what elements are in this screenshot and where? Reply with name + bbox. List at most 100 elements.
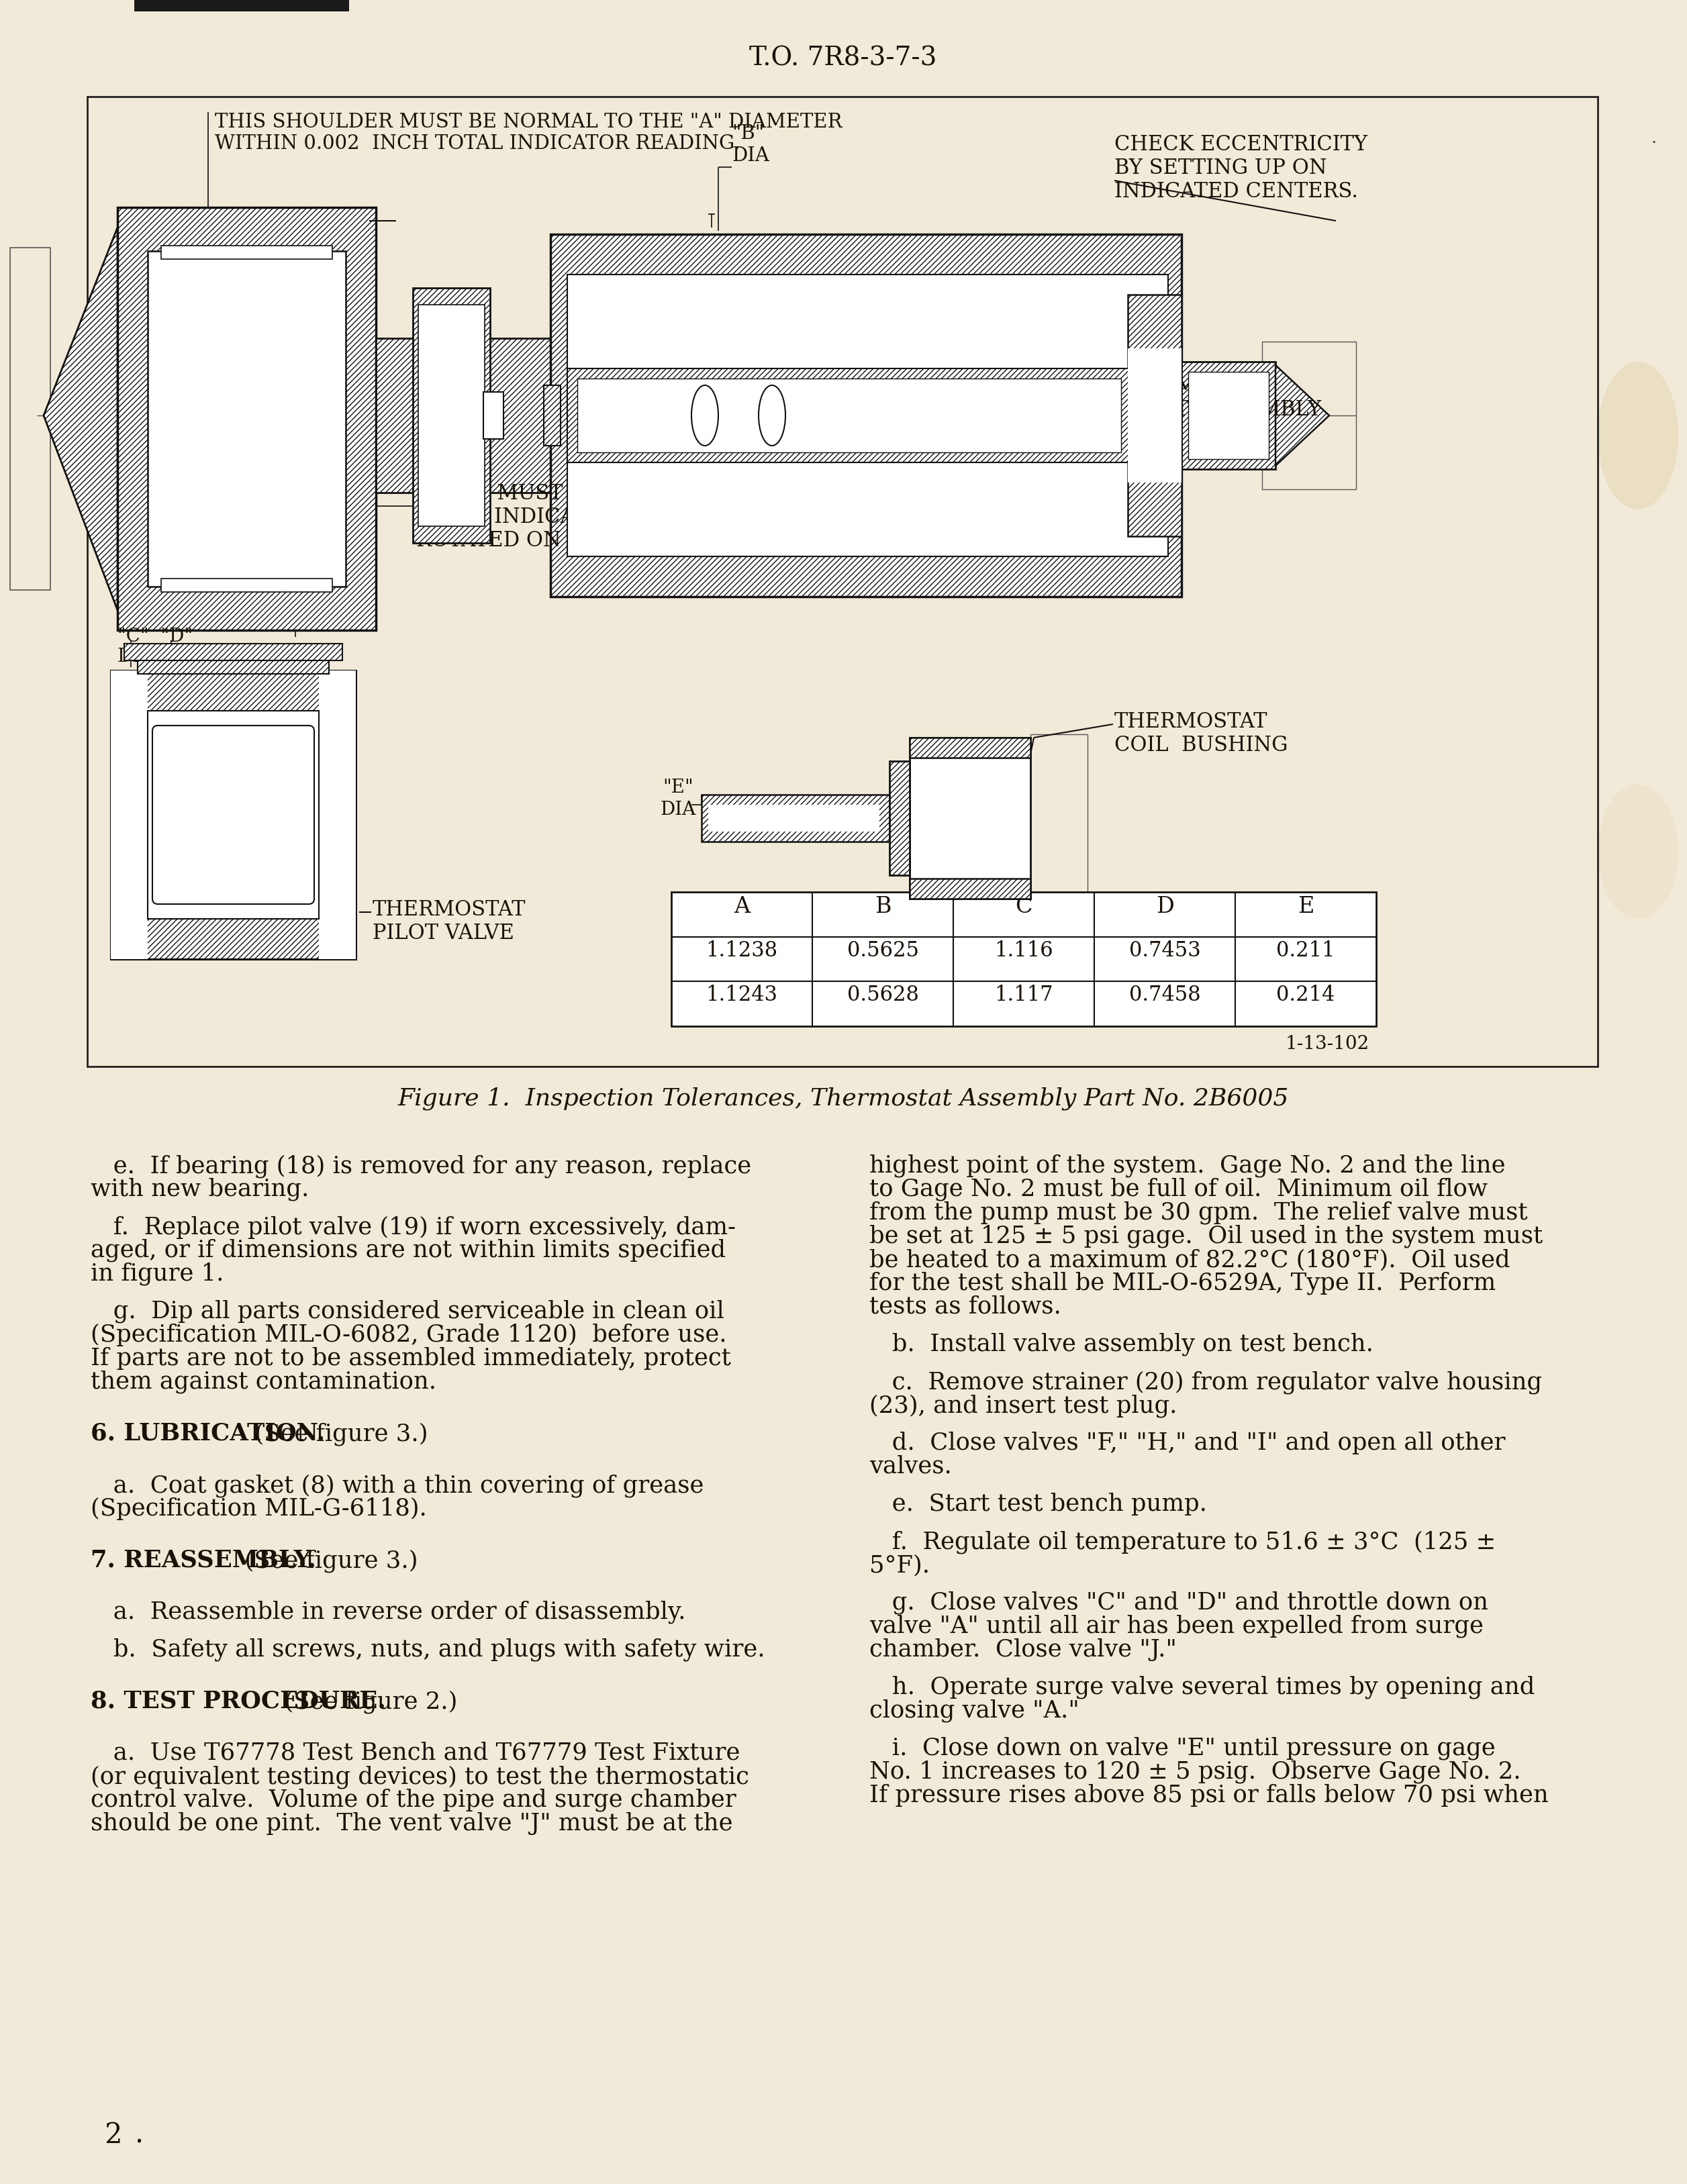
Text: be heated to a maximum of 82.2°C (180°F).  Oil used: be heated to a maximum of 82.2°C (180°F)… [869, 1247, 1510, 1271]
Text: 1-13-102: 1-13-102 [1285, 1035, 1370, 1053]
Text: (23), and insert test plug.: (23), and insert test plug. [869, 1393, 1178, 1417]
Bar [135, 0, 349, 13]
Text: control valve.  Volume of the pipe and surge chamber: control valve. Volume of the pipe and su… [91, 1789, 736, 1811]
Text: valve "A" until all air has been expelled from surge: valve "A" until all air has been expelle… [869, 1614, 1483, 1638]
Text: (Specification MIL-G-6118).: (Specification MIL-G-6118). [91, 1496, 427, 1520]
Ellipse shape [1598, 363, 1679, 509]
Text: from the pump must be 30 gpm.  The relief valve must: from the pump must be 30 gpm. The relief… [869, 1201, 1528, 1225]
FancyBboxPatch shape [152, 725, 314, 904]
Bar [550, 236, 1181, 596]
Ellipse shape [692, 387, 719, 446]
Text: "C"  "D": "C" "D" [118, 627, 192, 646]
Text: THERMOSTAT: THERMOSTAT [1115, 712, 1267, 732]
Text: 7. REASSEMBLY.: 7. REASSEMBLY. [91, 1548, 315, 1572]
Text: T.O. 7R8-3-7-3: T.O. 7R8-3-7-3 [749, 46, 936, 70]
Ellipse shape [1598, 784, 1679, 919]
Text: WITHIN 0.002  INCH TOTAL INDICATOR READING.: WITHIN 0.002 INCH TOTAL INDICATOR READIN… [214, 133, 741, 153]
Bar [111, 670, 148, 959]
Text: DIA: DIA [732, 146, 769, 166]
Text: f.  Regulate oil temperature to 51.6 ± 3°C  (125 ±: f. Regulate oil temperature to 51.6 ± 3°… [869, 1529, 1496, 1553]
Text: d.  Close valves "F," "H," and "I" and open all other: d. Close valves "F," "H," and "I" and op… [869, 1431, 1505, 1455]
Text: 2: 2 [105, 2121, 121, 2149]
Text: closing valve "A.": closing valve "A." [869, 1699, 1080, 1721]
Text: D: D [1156, 895, 1174, 917]
Text: INDICATED CENTERS.: INDICATED CENTERS. [1115, 181, 1358, 201]
Bar [376, 339, 550, 494]
Text: If parts are not to be assembled immediately, protect: If parts are not to be assembled immedia… [91, 1348, 730, 1369]
Text: No. 1 increases to 120 ± 5 psig.  Observe Gage No. 2.: No. 1 increases to 120 ± 5 psig. Observe… [869, 1760, 1522, 1782]
Text: b.  Install valve assembly on test bench.: b. Install valve assembly on test bench. [869, 1332, 1373, 1356]
Text: PILOT VALVE: PILOT VALVE [373, 922, 515, 943]
Bar [909, 738, 1031, 758]
Text: 8. TEST PROCEDURE.: 8. TEST PROCEDURE. [91, 1690, 386, 1712]
Text: a.  Use T67778 Test Bench and T67779 Test Fixture: a. Use T67778 Test Bench and T67779 Test… [91, 1741, 741, 1765]
Text: g.  Close valves "C" and "D" and throttle down on: g. Close valves "C" and "D" and throttle… [869, 1590, 1488, 1614]
Text: g.  Dip all parts considered serviceable in clean oil: g. Dip all parts considered serviceable … [91, 1299, 724, 1324]
Text: E: E [1297, 895, 1314, 917]
Bar [1181, 363, 1275, 470]
Bar [1129, 295, 1181, 537]
Text: for the test shall be MIL-O-6529A, Type II.  Perform: for the test shall be MIL-O-6529A, Type … [869, 1271, 1496, 1295]
Text: "B": "B" [732, 124, 764, 142]
Text: c.  Remove strainer (20) from regulator valve housing: c. Remove strainer (20) from regulator v… [869, 1369, 1542, 1393]
Text: valves.: valves. [869, 1455, 951, 1476]
Text: 0.5628: 0.5628 [847, 985, 919, 1005]
Bar [484, 393, 503, 439]
Text: i.  Close down on valve "E" until pressure on gage: i. Close down on valve "E" until pressur… [869, 1736, 1495, 1760]
Polygon shape [1275, 365, 1329, 467]
Text: 1.117: 1.117 [994, 985, 1053, 1005]
Text: 0.7458: 0.7458 [1129, 985, 1201, 1005]
Bar [543, 387, 560, 446]
Bar [909, 878, 1031, 900]
Bar [10, 249, 51, 590]
Text: e.  Start test bench pump.: e. Start test bench pump. [869, 1492, 1206, 1516]
Ellipse shape [759, 387, 786, 446]
Text: If pressure rises above 85 psi or falls below 70 psi when: If pressure rises above 85 psi or falls … [869, 1784, 1549, 1806]
Text: h.  Operate surge valve several times by opening and: h. Operate surge valve several times by … [869, 1675, 1535, 1699]
Text: "A": "A" [280, 531, 312, 548]
Text: THERMOSTAT: THERMOSTAT [1115, 376, 1267, 397]
Text: Figure 1.  Inspection Tolerances, Thermostat Assembly Part No. 2B6005: Figure 1. Inspection Tolerances, Thermos… [398, 1088, 1289, 1109]
Text: A: A [734, 895, 751, 917]
Text: to Gage No. 2 must be full of oil.  Minimum oil flow: to Gage No. 2 must be full of oil. Minim… [869, 1177, 1488, 1201]
Text: in figure 1.: in figure 1. [91, 1262, 224, 1284]
Text: (or equivalent testing devices) to test the thermostatic: (or equivalent testing devices) to test … [91, 1765, 749, 1789]
Text: 1.1243: 1.1243 [705, 985, 778, 1005]
Text: SHAFT MUST NOT EXCEED RUN OUT OF 0.002 INCH: SHAFT MUST NOT EXCEED RUN OUT OF 0.002 I… [417, 483, 995, 505]
Text: (See figure 2.): (See figure 2.) [270, 1690, 457, 1712]
Text: be set at 125 ± 5 psi gage.  Oil used in the system must: be set at 125 ± 5 psi gage. Oil used in … [869, 1225, 1544, 1247]
Bar [148, 712, 319, 919]
Text: COIL  BUSHING: COIL BUSHING [1115, 734, 1287, 756]
Text: tests as follows.: tests as follows. [869, 1295, 1061, 1317]
Bar [1129, 349, 1181, 483]
Text: should be one pint.  The vent valve "J" must be at the: should be one pint. The vent valve "J" m… [91, 1811, 732, 1835]
Polygon shape [44, 227, 118, 612]
Text: with new bearing.: with new bearing. [91, 1177, 309, 1201]
Text: aged, or if dimensions are not within limits specified: aged, or if dimensions are not within li… [91, 1238, 725, 1262]
Bar [1262, 343, 1356, 489]
Text: CHECK ECCENTRICITY: CHECK ECCENTRICITY [1115, 133, 1368, 155]
Text: highest point of the system.  Gage No. 2 and the line: highest point of the system. Gage No. 2 … [869, 1153, 1505, 1177]
Text: .: . [1652, 131, 1657, 146]
Bar [125, 644, 342, 662]
Text: .: . [135, 2121, 143, 2149]
Text: THERMOSTAT: THERMOSTAT [373, 900, 526, 919]
Bar [909, 738, 1031, 900]
Text: C: C [1016, 895, 1032, 917]
Text: B: B [874, 895, 891, 917]
Bar [111, 919, 356, 959]
Text: 1.116: 1.116 [994, 939, 1053, 961]
Text: DIA: DIA [277, 553, 314, 572]
Text: b.  Safety all screws, nuts, and plugs with safety wire.: b. Safety all screws, nuts, and plugs wi… [91, 1638, 764, 1662]
Text: e.  If bearing (18) is removed for any reason, replace: e. If bearing (18) is removed for any re… [91, 1153, 751, 1177]
Bar [889, 762, 909, 876]
Text: BY SETTING UP ON: BY SETTING UP ON [1115, 157, 1328, 179]
Text: (See figure 3.): (See figure 3.) [240, 1422, 428, 1446]
Bar [111, 670, 356, 712]
Text: DIA  DIA: DIA DIA [118, 646, 201, 666]
Bar [162, 579, 332, 592]
Text: chamber.  Close valve "J.": chamber. Close valve "J." [869, 1638, 1178, 1660]
Text: 5°F).: 5°F). [869, 1553, 930, 1577]
Text: 0.7453: 0.7453 [1129, 939, 1201, 961]
Text: them against contamination.: them against contamination. [91, 1369, 437, 1393]
